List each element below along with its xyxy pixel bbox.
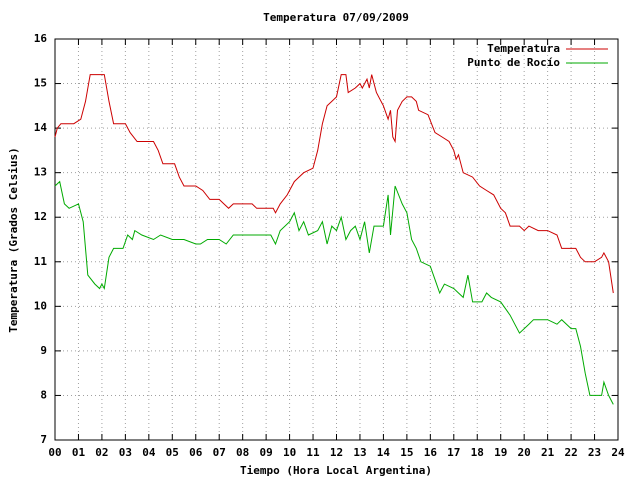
x-tick-label: 24 — [611, 446, 625, 459]
x-tick-label: 13 — [353, 446, 366, 459]
y-tick-label: 14 — [34, 121, 48, 134]
y-tick-label: 8 — [40, 388, 47, 401]
x-tick-label: 18 — [471, 446, 484, 459]
y-tick-label: 9 — [40, 344, 47, 357]
y-tick-label: 11 — [34, 255, 48, 268]
y-tick-label: 15 — [34, 77, 47, 90]
x-tick-label: 03 — [119, 446, 132, 459]
y-tick-label: 10 — [34, 299, 47, 312]
x-tick-label: 21 — [541, 446, 555, 459]
x-tick-label: 00 — [48, 446, 61, 459]
legend-label: Temperatura — [487, 42, 560, 55]
x-tick-label: 08 — [236, 446, 249, 459]
x-tick-label: 05 — [166, 446, 179, 459]
y-tick-label: 13 — [34, 166, 47, 179]
y-tick-label: 12 — [34, 210, 47, 223]
x-tick-label: 02 — [95, 446, 108, 459]
x-tick-label: 11 — [306, 446, 320, 459]
plot-border — [54, 38, 619, 441]
chart-title: Temperatura 07/09/2009 — [263, 11, 409, 24]
x-tick-label: 20 — [518, 446, 531, 459]
x-tick-label: 14 — [377, 446, 391, 459]
y-axis-label: Temperatura (Grados Celsius) — [7, 147, 20, 332]
x-tick-label: 16 — [424, 446, 438, 459]
x-tick-label: 04 — [142, 446, 156, 459]
x-tick-label: 15 — [400, 446, 413, 459]
x-tick-label: 07 — [213, 446, 226, 459]
x-tick-label: 12 — [330, 446, 343, 459]
x-tick-label: 17 — [447, 446, 460, 459]
legend-label: Punto de Rocío — [467, 56, 560, 69]
x-tick-label: 10 — [283, 446, 296, 459]
x-tick-label: 09 — [260, 446, 273, 459]
x-tick-label: 23 — [588, 446, 601, 459]
y-tick-label: 16 — [34, 32, 48, 45]
series-line — [54, 180, 614, 405]
x-tick-label: 22 — [564, 446, 577, 459]
x-axis-label: Tiempo (Hora Local Argentina) — [240, 464, 432, 477]
x-tick-label: 19 — [494, 446, 507, 459]
x-tick-label: 01 — [72, 446, 86, 459]
x-tick-label: 06 — [189, 446, 203, 459]
series-line — [54, 74, 614, 294]
y-tick-label: 7 — [40, 433, 47, 446]
